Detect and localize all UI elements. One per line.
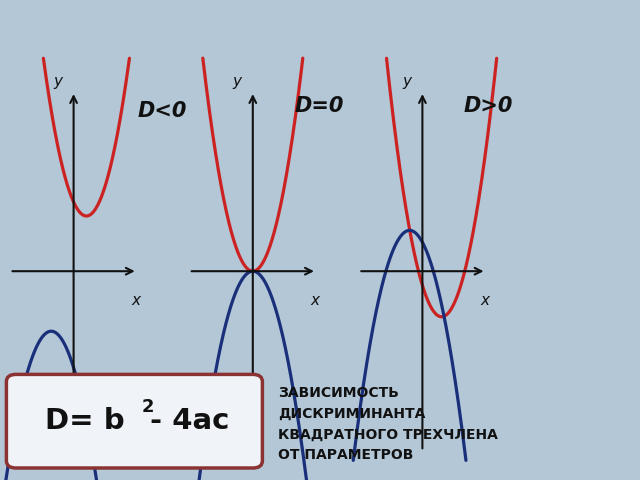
Text: D=0: D=0	[294, 96, 344, 116]
Text: y: y	[53, 74, 62, 89]
FancyBboxPatch shape	[6, 374, 262, 468]
Text: КВАДРАТНОГО ТРЕХЧЛЕНА: КВАДРАТНОГО ТРЕХЧЛЕНА	[278, 428, 499, 442]
Text: D<0: D<0	[138, 101, 187, 121]
Text: D= b: D= b	[45, 407, 124, 435]
Text: ДИСКРИМИНАНТА: ДИСКРИМИНАНТА	[278, 407, 426, 421]
Text: 2: 2	[142, 398, 155, 416]
Text: ЗАВИСИМОСТЬ: ЗАВИСИМОСТЬ	[278, 386, 399, 400]
Text: y: y	[402, 74, 411, 89]
Text: D>0: D>0	[464, 96, 513, 116]
Text: y: y	[232, 74, 241, 89]
Text: ОТ ПАРАМЕТРОВ: ОТ ПАРАМЕТРОВ	[278, 448, 414, 462]
Text: x: x	[131, 293, 140, 308]
Text: - 4ac: - 4ac	[150, 407, 230, 435]
Text: x: x	[480, 293, 489, 308]
Text: x: x	[310, 293, 319, 308]
